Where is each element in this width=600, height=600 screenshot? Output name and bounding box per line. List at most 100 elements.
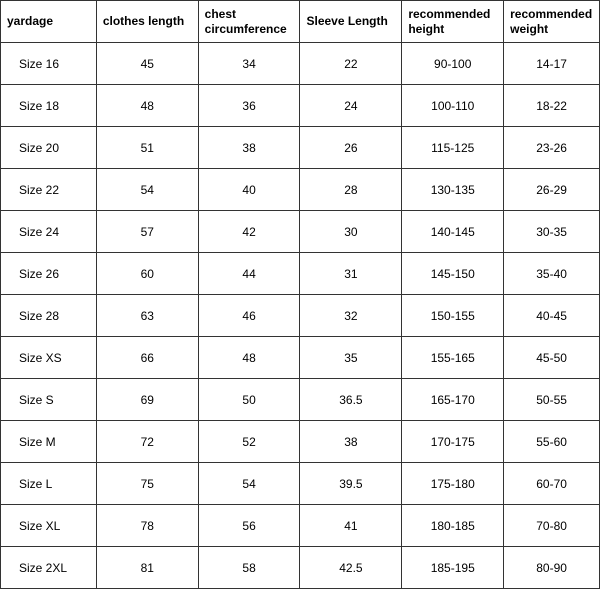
table-row: Size 28634632150-15540-45	[1, 295, 600, 337]
table-row: Size 22544028130-13526-29	[1, 169, 600, 211]
table-cell: 170-175	[402, 421, 504, 463]
table-cell: 150-155	[402, 295, 504, 337]
table-row: Size XS664835155-16545-50	[1, 337, 600, 379]
col-header-height: recommended height	[402, 1, 504, 43]
table-cell: 45-50	[504, 337, 600, 379]
table-cell: 75	[96, 463, 198, 505]
table-cell: Size 28	[1, 295, 97, 337]
table-cell: 57	[96, 211, 198, 253]
table-cell: 175-180	[402, 463, 504, 505]
table-row: Size 20513826115-12523-26	[1, 127, 600, 169]
table-cell: 50	[198, 379, 300, 421]
table-cell: 165-170	[402, 379, 504, 421]
col-header-chest: chest circumference	[198, 1, 300, 43]
table-cell: Size 22	[1, 169, 97, 211]
table-cell: 18-22	[504, 85, 600, 127]
table-row: Size 18483624100-11018-22	[1, 85, 600, 127]
table-cell: Size M	[1, 421, 97, 463]
table-cell: 100-110	[402, 85, 504, 127]
col-header-sleeve: Sleeve Length	[300, 1, 402, 43]
table-cell: 52	[198, 421, 300, 463]
table-cell: Size XS	[1, 337, 97, 379]
table-cell: 26-29	[504, 169, 600, 211]
table-row: Size 2XL815842.5185-19580-90	[1, 547, 600, 589]
table-cell: 185-195	[402, 547, 504, 589]
table-cell: Size L	[1, 463, 97, 505]
table-row: Size 26604431145-15035-40	[1, 253, 600, 295]
table-cell: 40-45	[504, 295, 600, 337]
table-cell: 70-80	[504, 505, 600, 547]
table-cell: 23-26	[504, 127, 600, 169]
table-row: Size M725238170-17555-60	[1, 421, 600, 463]
table-header-row: yardage clothes length chest circumferen…	[1, 1, 600, 43]
table-cell: 130-135	[402, 169, 504, 211]
col-header-weight: recommended weight	[504, 1, 600, 43]
table-cell: 51	[96, 127, 198, 169]
table-cell: 28	[300, 169, 402, 211]
table-cell: 44	[198, 253, 300, 295]
table-row: Size L755439.5175-18060-70	[1, 463, 600, 505]
table-cell: 41	[300, 505, 402, 547]
table-cell: 60-70	[504, 463, 600, 505]
table-cell: 38	[198, 127, 300, 169]
table-cell: 45	[96, 43, 198, 85]
table-cell: Size S	[1, 379, 97, 421]
table-cell: 30	[300, 211, 402, 253]
table-cell: 72	[96, 421, 198, 463]
table-cell: 14-17	[504, 43, 600, 85]
table-cell: 54	[198, 463, 300, 505]
table-cell: 90-100	[402, 43, 504, 85]
table-cell: 46	[198, 295, 300, 337]
table-cell: 55-60	[504, 421, 600, 463]
col-header-yardage: yardage	[1, 1, 97, 43]
table-cell: 56	[198, 505, 300, 547]
table-cell: 145-150	[402, 253, 504, 295]
table-cell: 34	[198, 43, 300, 85]
table-cell: 31	[300, 253, 402, 295]
table-cell: Size 16	[1, 43, 97, 85]
table-cell: 54	[96, 169, 198, 211]
table-cell: Size 24	[1, 211, 97, 253]
table-cell: 40	[198, 169, 300, 211]
table-cell: 35	[300, 337, 402, 379]
table-cell: 48	[198, 337, 300, 379]
table-cell: Size 18	[1, 85, 97, 127]
col-header-clothes-length: clothes length	[96, 1, 198, 43]
size-chart-table: yardage clothes length chest circumferen…	[0, 0, 600, 589]
table-cell: 42	[198, 211, 300, 253]
table-cell: 32	[300, 295, 402, 337]
table-cell: Size 26	[1, 253, 97, 295]
table-cell: 80-90	[504, 547, 600, 589]
table-cell: 36.5	[300, 379, 402, 421]
table-cell: 22	[300, 43, 402, 85]
table-cell: 42.5	[300, 547, 402, 589]
table-row: Size XL785641180-18570-80	[1, 505, 600, 547]
table-cell: 155-165	[402, 337, 504, 379]
table-cell: 39.5	[300, 463, 402, 505]
table-body: Size 1645342290-10014-17Size 18483624100…	[1, 43, 600, 589]
table-cell: 81	[96, 547, 198, 589]
table-cell: 30-35	[504, 211, 600, 253]
table-cell: Size 20	[1, 127, 97, 169]
table-row: Size 1645342290-10014-17	[1, 43, 600, 85]
table-cell: 180-185	[402, 505, 504, 547]
table-row: Size 24574230140-14530-35	[1, 211, 600, 253]
table-cell: Size 2XL	[1, 547, 97, 589]
table-cell: 35-40	[504, 253, 600, 295]
table-cell: 58	[198, 547, 300, 589]
table-cell: 66	[96, 337, 198, 379]
table-row: Size S695036.5165-17050-55	[1, 379, 600, 421]
table-cell: 48	[96, 85, 198, 127]
table-cell: 78	[96, 505, 198, 547]
table-cell: 115-125	[402, 127, 504, 169]
table-cell: 60	[96, 253, 198, 295]
table-cell: 36	[198, 85, 300, 127]
table-cell: 26	[300, 127, 402, 169]
table-cell: 50-55	[504, 379, 600, 421]
table-cell: 24	[300, 85, 402, 127]
table-cell: 69	[96, 379, 198, 421]
table-cell: 63	[96, 295, 198, 337]
table-cell: 38	[300, 421, 402, 463]
table-cell: 140-145	[402, 211, 504, 253]
table-cell: Size XL	[1, 505, 97, 547]
